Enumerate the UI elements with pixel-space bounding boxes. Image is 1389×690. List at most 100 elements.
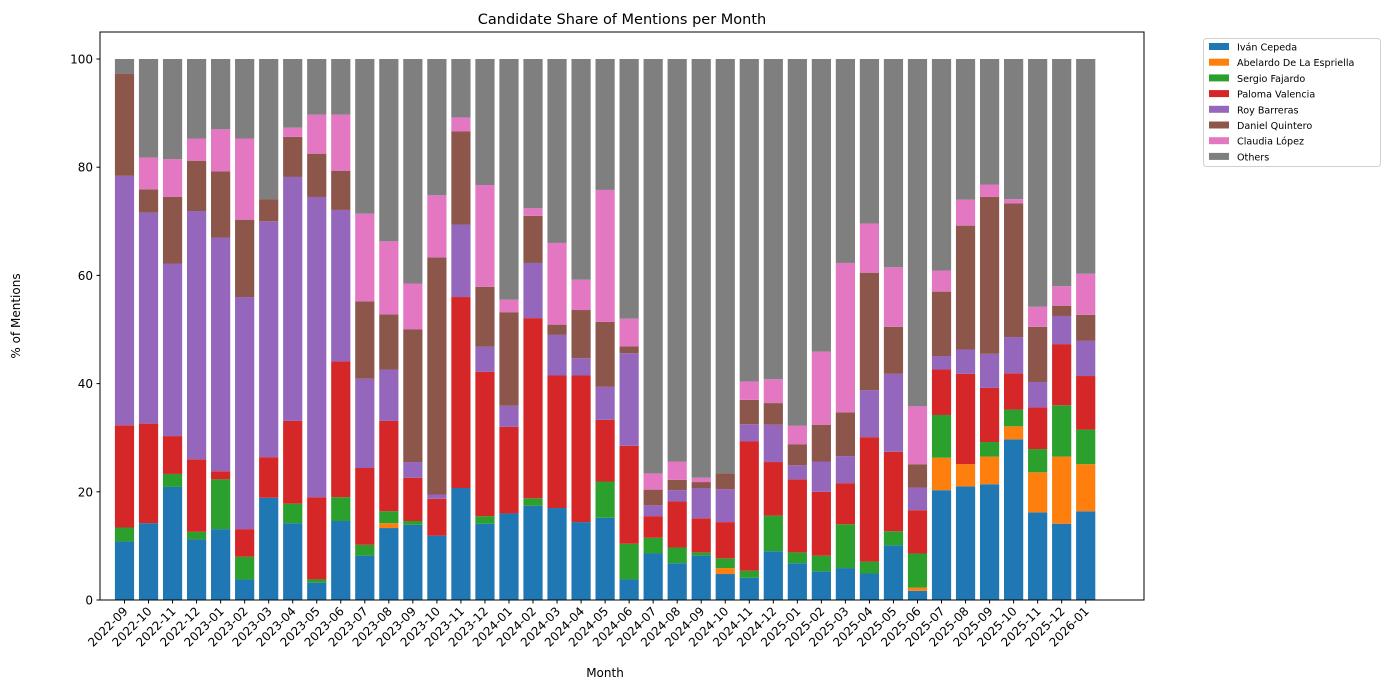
bar-segment-sergio-fajardo-2025-03 xyxy=(835,524,855,569)
bar-segment-iv-n-cepeda-2025-09 xyxy=(979,484,1000,600)
bar-segment-others-2025-09 xyxy=(979,59,1000,185)
bar-segment-abelardo-de-la-espriella-2025-09 xyxy=(979,456,1000,485)
bar-segment-sergio-fajardo-2023-09 xyxy=(403,521,423,525)
bar-segment-iv-n-cepeda-2023-05 xyxy=(307,582,327,600)
bar-segment-others-2025-05 xyxy=(883,59,904,268)
bar-segment-daniel-quintero-2023-03 xyxy=(259,199,279,222)
bar-segment-roy-barreras-2023-01 xyxy=(211,237,231,472)
bar-segment-roy-barreras-2024-12 xyxy=(763,424,783,463)
bar-segment-claudia-l-pez-2022-11 xyxy=(162,159,183,197)
bar-segment-paloma-valencia-2023-08 xyxy=(379,420,399,512)
bar-segment-iv-n-cepeda-2025-02 xyxy=(811,571,831,600)
bar-segment-iv-n-cepeda-2025-07 xyxy=(931,490,952,600)
bar-segment-iv-n-cepeda-2024-09 xyxy=(691,555,711,600)
bar-segment-iv-n-cepeda-2023-03 xyxy=(259,497,279,600)
bar-segment-iv-n-cepeda-2024-10 xyxy=(715,574,735,600)
bar-segment-iv-n-cepeda-2023-06 xyxy=(331,521,351,600)
bar-segment-others-2025-03 xyxy=(835,59,855,263)
bar-segment-daniel-quintero-2024-03 xyxy=(547,324,567,335)
bar-segment-claudia-l-pez-2026-01 xyxy=(1076,273,1096,315)
bar-segment-paloma-valencia-2024-12 xyxy=(763,462,783,516)
bar-segment-others-2023-03 xyxy=(259,59,279,200)
bar-segment-sergio-fajardo-2023-12 xyxy=(475,516,495,524)
bar-segment-iv-n-cepeda-2023-08 xyxy=(379,528,399,600)
bar-segment-abelardo-de-la-espriella-2025-08 xyxy=(955,464,976,487)
bar-segment-others-2025-02 xyxy=(811,59,831,352)
bar-segment-sergio-fajardo-2025-06 xyxy=(907,553,928,588)
bar-segment-roy-barreras-2024-07 xyxy=(643,505,663,517)
bar-segment-iv-n-cepeda-2022-10 xyxy=(138,523,159,600)
bar-segment-daniel-quintero-2025-11 xyxy=(1028,326,1048,382)
bar-segment-claudia-l-pez-2023-11 xyxy=(451,117,471,132)
bar-segment-claudia-l-pez-2024-05 xyxy=(595,189,615,322)
bar-segment-claudia-l-pez-2023-07 xyxy=(355,213,375,302)
bar-segment-roy-barreras-2023-07 xyxy=(355,378,375,468)
bar-segment-iv-n-cepeda-2024-07 xyxy=(643,553,663,600)
legend-swatch xyxy=(1209,58,1229,66)
bar-segment-claudia-l-pez-2025-06 xyxy=(907,406,928,465)
bar-segment-paloma-valencia-2025-07 xyxy=(931,369,952,415)
bar-segment-roy-barreras-2023-10 xyxy=(427,494,447,499)
bar-segment-paloma-valencia-2024-06 xyxy=(619,445,639,544)
bar-segment-roy-barreras-2022-09 xyxy=(114,175,135,426)
bar-segment-paloma-valencia-2023-01 xyxy=(211,471,231,480)
bar-segment-paloma-valencia-2025-02 xyxy=(811,491,831,556)
bar-segment-others-2022-10 xyxy=(138,59,159,158)
bar-segment-sergio-fajardo-2023-07 xyxy=(355,544,375,556)
bar-segment-sergio-fajardo-2023-06 xyxy=(331,497,351,522)
bar-segment-daniel-quintero-2023-11 xyxy=(451,131,471,225)
legend-label: Abelardo De La Espriella xyxy=(1237,58,1354,69)
bar-segment-sergio-fajardo-2023-01 xyxy=(211,479,231,530)
bar-segment-others-2023-08 xyxy=(379,59,399,242)
bar-segment-paloma-valencia-2025-09 xyxy=(979,387,1000,443)
bar-segment-others-2025-07 xyxy=(931,59,952,271)
bar-segment-others-2022-12 xyxy=(186,59,207,139)
bar-segment-claudia-l-pez-2023-02 xyxy=(235,138,255,220)
legend-label: Sergio Fajardo xyxy=(1237,74,1305,85)
bar-segment-others-2023-05 xyxy=(307,59,327,115)
bar-segment-paloma-valencia-2023-03 xyxy=(259,457,279,498)
bar-segment-daniel-quintero-2024-05 xyxy=(595,321,615,387)
bar-segment-sergio-fajardo-2023-04 xyxy=(283,503,303,524)
bar-segment-claudia-l-pez-2024-07 xyxy=(643,473,663,490)
bar-segment-sergio-fajardo-2025-01 xyxy=(787,552,807,564)
bar-segment-others-2025-11 xyxy=(1028,59,1048,307)
bar-segment-others-2023-04 xyxy=(283,59,303,128)
bars-group xyxy=(114,59,1096,600)
bar-segment-daniel-quintero-2024-09 xyxy=(691,482,711,489)
bar-segment-sergio-fajardo-2022-12 xyxy=(186,531,207,540)
legend-label: Others xyxy=(1237,152,1269,163)
bar-segment-paloma-valencia-2024-04 xyxy=(571,375,591,523)
bar-segment-paloma-valencia-2026-01 xyxy=(1076,376,1096,430)
bar-segment-claudia-l-pez-2023-01 xyxy=(211,129,231,172)
bar-segment-paloma-valencia-2025-04 xyxy=(859,437,880,562)
legend-swatch xyxy=(1209,121,1229,129)
bar-segment-daniel-quintero-2023-04 xyxy=(283,136,303,177)
bar-segment-abelardo-de-la-espriella-2025-12 xyxy=(1052,456,1072,524)
bar-segment-paloma-valencia-2024-11 xyxy=(739,441,759,571)
bar-segment-daniel-quintero-2024-02 xyxy=(523,215,543,263)
bar-segment-daniel-quintero-2024-08 xyxy=(667,479,687,491)
bar-segment-roy-barreras-2025-05 xyxy=(883,373,904,452)
bar-segment-roy-barreras-2024-11 xyxy=(739,424,759,442)
bar-segment-daniel-quintero-2025-07 xyxy=(931,291,952,357)
bar-segment-iv-n-cepeda-2023-07 xyxy=(355,555,375,600)
bar-segment-daniel-quintero-2022-10 xyxy=(138,189,159,213)
bar-segment-roy-barreras-2023-06 xyxy=(331,209,351,362)
bar-segment-paloma-valencia-2025-06 xyxy=(907,510,928,554)
bar-segment-others-2022-11 xyxy=(162,59,183,160)
bar-segment-roy-barreras-2024-08 xyxy=(667,490,687,502)
bar-segment-others-2024-11 xyxy=(739,59,759,382)
bar-segment-others-2025-06 xyxy=(907,59,928,407)
x-axis-ticks: 2022-092022-102022-112022-122023-012023-… xyxy=(85,600,1092,650)
bar-segment-paloma-valencia-2022-10 xyxy=(138,423,159,524)
bar-segment-paloma-valencia-2024-09 xyxy=(691,518,711,553)
bar-segment-roy-barreras-2022-10 xyxy=(138,212,159,424)
bar-segment-claudia-l-pez-2023-06 xyxy=(331,114,351,171)
bar-segment-paloma-valencia-2023-09 xyxy=(403,477,423,522)
bar-segment-roy-barreras-2024-10 xyxy=(715,489,735,523)
bar-segment-others-2025-10 xyxy=(1004,59,1024,200)
bar-segment-paloma-valencia-2022-12 xyxy=(186,459,207,532)
bar-segment-iv-n-cepeda-2025-05 xyxy=(883,545,904,600)
legend-label: Roy Barreras xyxy=(1237,105,1299,116)
